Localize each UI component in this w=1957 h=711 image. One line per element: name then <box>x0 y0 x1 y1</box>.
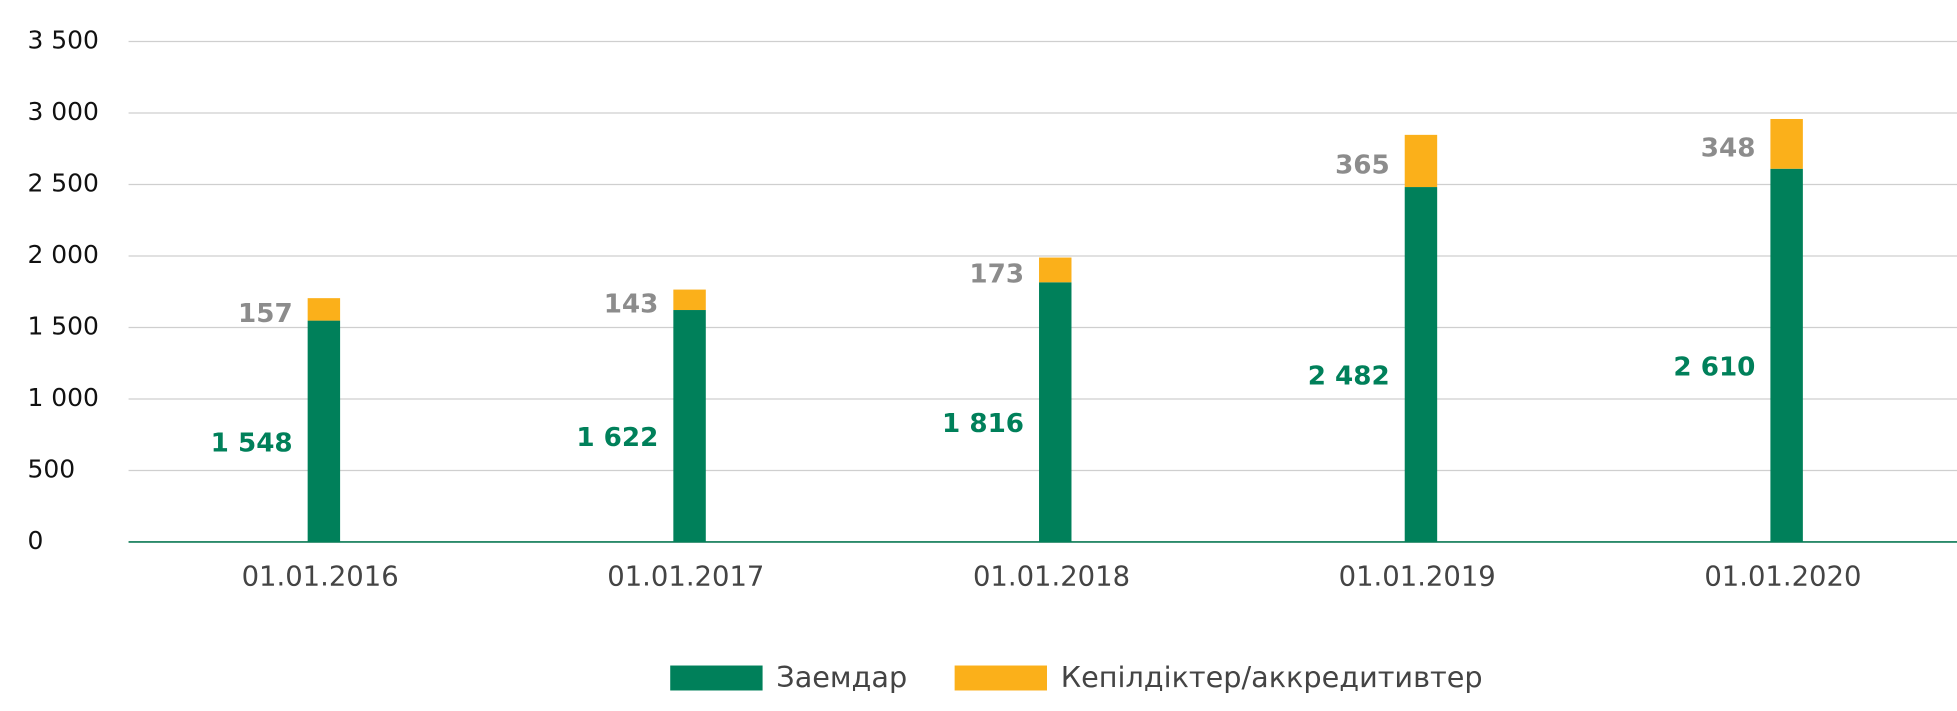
bar-segment <box>673 310 706 542</box>
y-tick-label: 1 000 <box>27 383 98 412</box>
y-tick-label: 3 000 <box>27 97 98 126</box>
legend-swatch <box>670 665 763 691</box>
y-tick-label: 1 500 <box>27 311 98 340</box>
value-label: 143 <box>604 289 659 319</box>
bar-segment <box>673 289 706 311</box>
value-label: 348 <box>1701 133 1756 163</box>
bar-segment <box>307 320 341 542</box>
bar-segment <box>1404 134 1438 188</box>
y-tick-label: 0 <box>27 526 43 555</box>
bar-segment <box>1039 257 1072 283</box>
x-tick-label: 01.01.2016 <box>242 562 399 593</box>
x-tick-label: 01.01.2017 <box>607 562 764 593</box>
value-label: 157 <box>238 299 293 329</box>
x-tick-label: 01.01.2019 <box>1339 562 1496 593</box>
value-label: 2 482 <box>1308 361 1390 391</box>
bar-segment <box>1770 118 1803 169</box>
value-label: 1 816 <box>942 409 1024 439</box>
x-tick-label: 01.01.2020 <box>1704 562 1861 593</box>
bar-segment <box>307 298 341 321</box>
y-tick-label: 2 500 <box>27 168 98 197</box>
value-label: 2 610 <box>1673 352 1755 382</box>
value-label: 365 <box>1335 150 1390 180</box>
legend-label: Кепілдіктер/аккредитивтер <box>1061 660 1483 694</box>
legend-label: Заемдар <box>776 660 907 694</box>
bar-segment <box>1404 187 1438 542</box>
y-tick-label: 500 <box>27 454 75 483</box>
x-tick-label: 01.01.2018 <box>973 562 1130 593</box>
legend-swatch <box>954 665 1047 691</box>
bar-segment <box>1039 282 1072 542</box>
y-tick-label: 2 000 <box>27 240 98 269</box>
value-label: 1 548 <box>211 428 293 458</box>
value-label: 173 <box>969 259 1024 289</box>
bar-segment <box>1770 168 1803 542</box>
value-label: 1 622 <box>576 423 658 453</box>
y-tick-label: 3 500 <box>27 25 98 54</box>
